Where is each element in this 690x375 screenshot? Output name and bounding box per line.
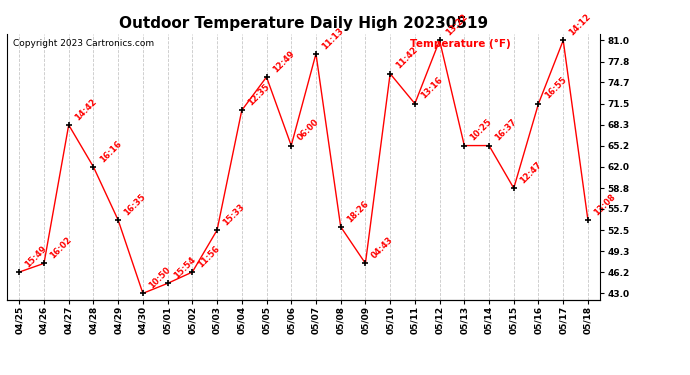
Text: 12:47: 12:47	[518, 160, 543, 185]
Text: 13:16: 13:16	[419, 76, 444, 101]
Text: 18:26: 18:26	[345, 199, 370, 224]
Text: 14:42: 14:42	[73, 97, 98, 122]
Text: 11:56: 11:56	[197, 244, 222, 269]
Text: 10:25: 10:25	[469, 117, 494, 143]
Text: 16:02: 16:02	[48, 236, 73, 261]
Title: Outdoor Temperature Daily High 20230519: Outdoor Temperature Daily High 20230519	[119, 16, 488, 31]
Text: 11:13: 11:13	[320, 26, 346, 51]
Text: 15:49: 15:49	[23, 244, 49, 269]
Text: 16:35: 16:35	[122, 192, 148, 217]
Text: 13:08: 13:08	[592, 192, 618, 217]
Text: Temperature (°F): Temperature (°F)	[411, 39, 511, 49]
Text: 14:12: 14:12	[567, 12, 593, 38]
Text: 15:54: 15:54	[172, 255, 197, 280]
Text: 12:49: 12:49	[270, 49, 296, 74]
Text: 16:37: 16:37	[493, 118, 518, 143]
Text: 15:33: 15:33	[221, 202, 246, 227]
Text: 10:50: 10:50	[147, 266, 172, 291]
Text: 11:42: 11:42	[394, 45, 420, 71]
Text: 12:35: 12:35	[246, 82, 271, 108]
Text: 04:43: 04:43	[370, 236, 395, 261]
Text: Copyright 2023 Cartronics.com: Copyright 2023 Cartronics.com	[13, 39, 154, 48]
Text: 16:16: 16:16	[97, 139, 123, 164]
Text: 13:22: 13:22	[444, 12, 469, 38]
Text: 16:55: 16:55	[542, 75, 568, 101]
Text: 06:00: 06:00	[295, 118, 321, 143]
